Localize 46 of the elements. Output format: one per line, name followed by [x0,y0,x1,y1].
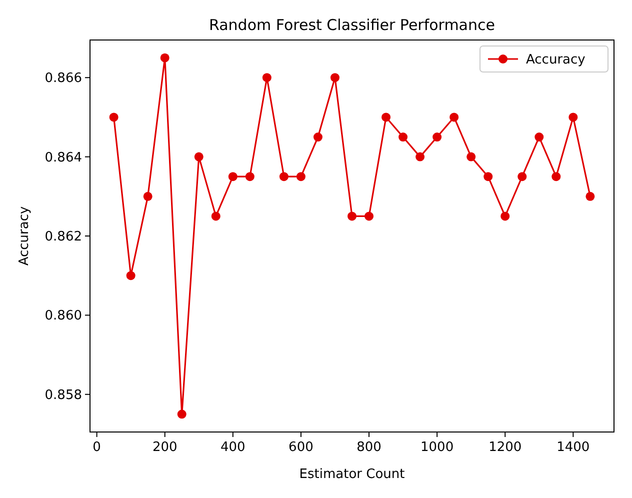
point [126,271,136,280]
point [160,53,170,62]
point [450,112,459,122]
y-tick-label: 0.858 [44,388,82,403]
point [330,73,340,82]
y-tick-label: 0.864 [44,150,82,166]
point [484,172,493,182]
y-tick-label: 0.862 [44,230,82,245]
x-tick-label: 1400 [556,440,590,455]
point [568,112,578,122]
point [466,152,476,162]
point [348,212,356,221]
point [364,212,374,221]
point [109,112,118,122]
point [228,172,238,182]
point [194,152,204,162]
x-tick-label: 0 [92,440,101,455]
point [500,212,510,221]
x-tick-label: 400 [220,440,246,455]
chart-title: Random Forest Classifier Performance [209,16,495,34]
point [313,132,322,142]
point [382,112,391,122]
point [432,132,442,142]
point [534,132,544,142]
x-axis-title: Estimator Count [299,467,405,482]
point [177,410,186,419]
point [245,172,254,182]
point [279,172,288,182]
y-axis-title: Accuracy [17,206,32,266]
x-tick-label: 200 [152,440,178,455]
point [296,172,306,182]
point [416,152,425,162]
point [211,212,220,221]
x-tick-label: 600 [288,440,314,455]
y-tick-label: 0.860 [44,308,82,324]
x-tick-label: 800 [356,440,382,455]
point [143,192,152,201]
x-tick-label: 1200 [488,440,522,455]
point [586,192,595,201]
legend-label: Accuracy [526,52,586,68]
point [398,132,408,142]
y-tick-label: 0.866 [44,71,82,86]
point [518,172,527,182]
point [552,172,561,182]
point [262,73,272,82]
x-tick-label: 1000 [420,440,454,455]
